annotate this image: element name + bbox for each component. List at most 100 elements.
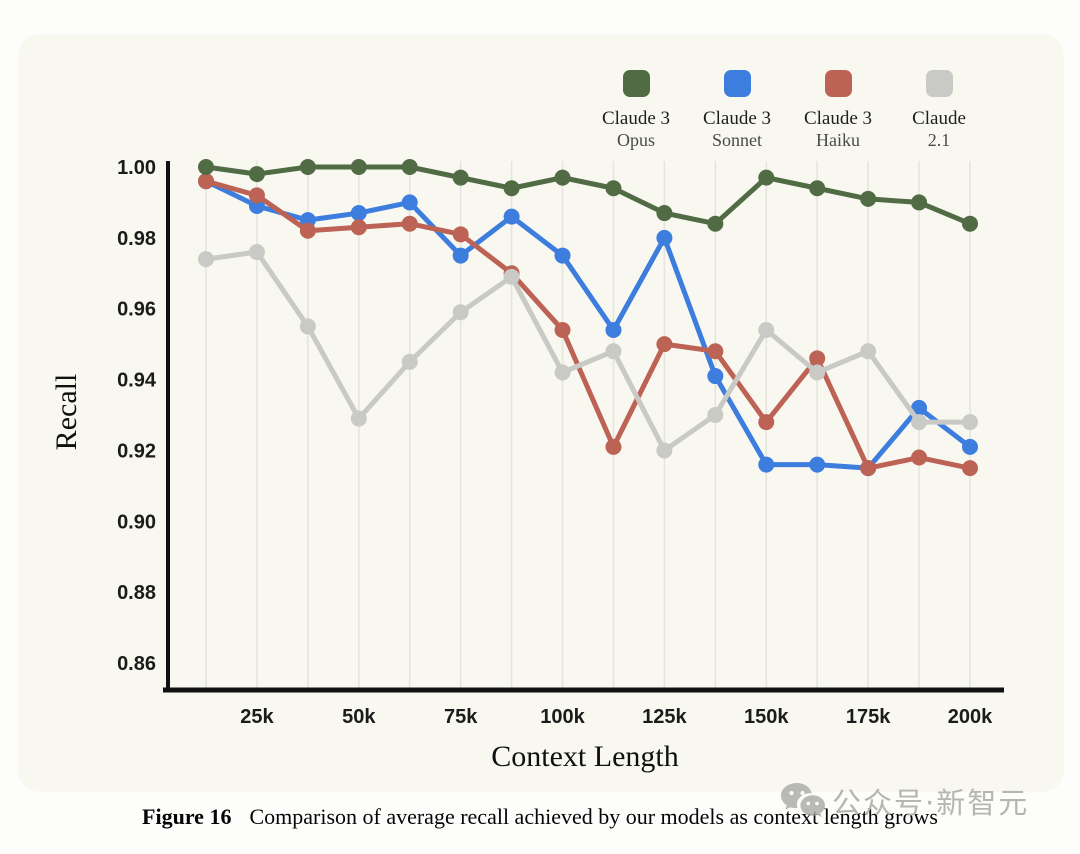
data-point-claude-3-haiku (809, 350, 826, 367)
data-point-claude-3-haiku (350, 219, 367, 236)
data-point-claude-2-1 (401, 353, 418, 370)
legend-swatch (824, 70, 852, 97)
legend-label-line1: Claude 3 (803, 108, 873, 129)
data-point-claude-3-opus (962, 215, 978, 232)
data-point-claude-3-opus (198, 159, 214, 175)
watermark-text: 公众号·新智元 (832, 786, 1030, 820)
data-point-claude-3-opus (860, 190, 877, 207)
chart-legend: Claude 3 Opus Claude 3 Sonnet Claude 3 Haiku C… (588, 70, 987, 151)
data-point-claude-3-haiku (860, 460, 877, 477)
data-point-claude-2-1 (809, 364, 826, 381)
legend-item-claude-3-sonnet: Claude 3 Sonnet (689, 70, 785, 151)
data-point-claude-3-haiku (248, 187, 265, 204)
y-tick-label: 0.92 (117, 440, 156, 462)
x-tick-label: 50k (342, 706, 376, 728)
data-point-claude-3-sonnet (809, 456, 826, 473)
y-tick-label: 0.94 (117, 370, 157, 392)
legend-label-line2: Sonnet (711, 130, 762, 150)
data-point-claude-3-sonnet (758, 456, 775, 473)
data-point-claude-2-1 (860, 343, 877, 360)
legend-label-line1: Claude (912, 108, 966, 129)
data-point-claude-3-opus (809, 180, 826, 197)
data-point-claude-2-1 (911, 414, 928, 431)
data-point-claude-2-1 (605, 343, 622, 360)
data-point-claude-3-haiku (605, 438, 622, 455)
data-point-claude-3-opus (350, 159, 367, 175)
data-point-claude-2-1 (248, 244, 265, 261)
legend-label-line2: 2.1 (927, 130, 951, 150)
data-point-claude-2-1 (299, 318, 316, 335)
y-tick-label: 0.90 (117, 511, 156, 533)
legend-swatch (925, 70, 953, 97)
legend-item-claude-3-opus: Claude 3 Opus (588, 70, 684, 151)
y-tick-label: 1.00 (117, 157, 156, 179)
data-point-claude-2-1 (656, 442, 673, 459)
legend-label-line2: Opus (616, 130, 655, 150)
x-tick-label: 100k (540, 706, 585, 728)
figure-caption-label: Figure 16 (142, 804, 232, 829)
x-axis-title: Context Length (491, 740, 678, 773)
x-tick-label: 200k (948, 706, 993, 728)
legend-item-claude-3-haiku: Claude 3 Haiku (790, 70, 886, 151)
data-point-claude-3-opus (911, 194, 928, 211)
series-claude-3-opus (198, 159, 978, 232)
watermark: 公众号·新智元 (780, 780, 1029, 822)
data-point-claude-2-1 (707, 407, 724, 424)
data-point-claude-3-haiku (299, 222, 316, 239)
series-claude-2-1 (198, 244, 978, 459)
series-line-claude-3-haiku (203, 178, 973, 471)
y-axis-title: Recall (50, 374, 83, 451)
data-point-claude-3-haiku (656, 336, 673, 353)
data-point-claude-3-opus (248, 166, 265, 183)
series-line-claude-3-opus (203, 164, 973, 227)
chart-card (18, 34, 1064, 792)
data-point-claude-2-1 (554, 364, 571, 381)
legend-label-line2: Haiku (816, 130, 860, 150)
data-point-claude-3-haiku (962, 460, 978, 477)
data-point-claude-3-sonnet (503, 208, 520, 225)
data-point-claude-2-1 (350, 410, 367, 427)
data-point-claude-3-haiku (707, 343, 724, 360)
data-point-claude-3-sonnet (707, 368, 724, 385)
legend-item-claude-2-1: Claude 2.1 (891, 70, 987, 151)
data-point-claude-3-sonnet (554, 247, 571, 264)
y-tick-label: 0.96 (117, 299, 156, 321)
series-line-claude-3-sonnet (203, 178, 973, 471)
legend-swatch (622, 70, 650, 97)
data-point-claude-2-1 (503, 268, 520, 285)
data-point-claude-3-opus (554, 169, 571, 186)
data-point-claude-3-haiku (452, 226, 469, 243)
y-tick-label: 0.86 (117, 653, 156, 675)
data-point-claude-3-haiku (198, 173, 214, 190)
y-tick-label: 0.98 (117, 228, 156, 250)
data-point-claude-3-haiku (911, 449, 928, 466)
x-tick-label: 175k (846, 706, 891, 728)
data-point-claude-3-sonnet (452, 247, 469, 264)
x-tick-label: 25k (240, 706, 274, 728)
data-point-claude-2-1 (758, 321, 775, 338)
data-point-claude-2-1 (198, 251, 214, 268)
legend-swatch (723, 70, 751, 97)
data-point-claude-3-sonnet (911, 399, 928, 416)
data-point-claude-3-sonnet (605, 321, 622, 338)
data-point-claude-3-opus (758, 169, 775, 186)
data-point-claude-3-opus (401, 159, 418, 175)
data-point-claude-3-haiku (758, 414, 775, 431)
data-point-claude-3-haiku (554, 321, 571, 338)
data-point-claude-3-opus (503, 180, 520, 197)
data-point-claude-3-opus (299, 159, 316, 175)
data-point-claude-3-sonnet (656, 229, 673, 246)
y-tick-label: 0.88 (117, 582, 156, 604)
data-point-claude-3-opus (452, 169, 469, 186)
data-point-claude-3-haiku (401, 215, 418, 232)
series-line-claude-2-1 (203, 249, 973, 453)
wechat-icon (781, 783, 825, 818)
data-point-claude-3-opus (656, 205, 673, 222)
x-tick-label: 125k (642, 706, 687, 728)
data-point-claude-2-1 (452, 304, 469, 321)
data-point-claude-3-sonnet (401, 194, 418, 211)
data-point-claude-2-1 (962, 414, 978, 431)
legend-label-line1: Claude 3 (702, 108, 772, 129)
data-point-claude-3-sonnet (962, 438, 978, 455)
